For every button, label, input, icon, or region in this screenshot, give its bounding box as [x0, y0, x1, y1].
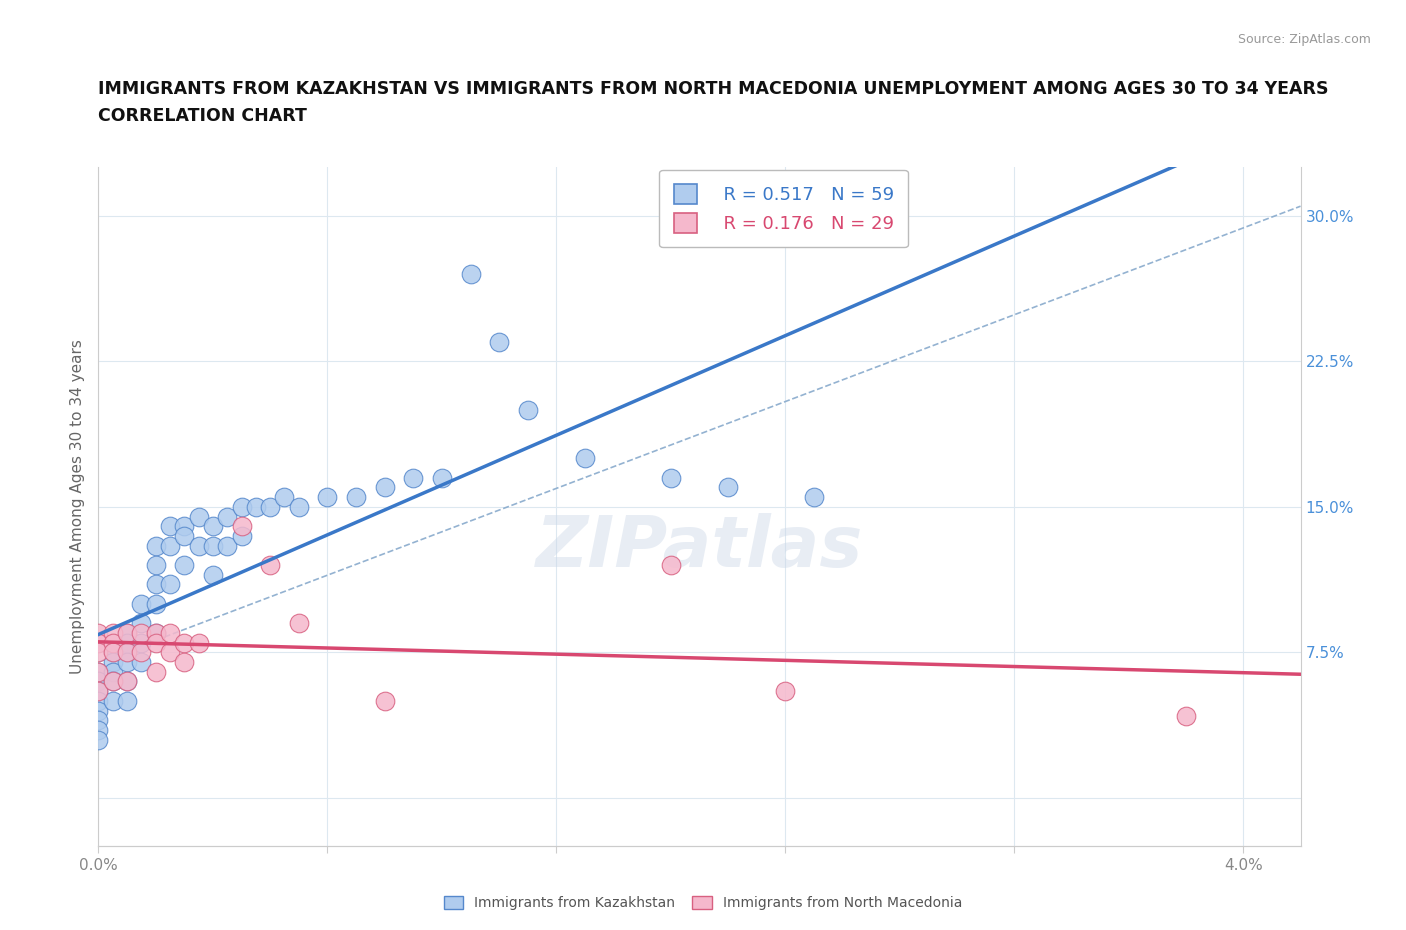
Point [187, 509, 209, 524]
Point [430, 471, 453, 485]
Point [402, 471, 425, 485]
Point [803, 490, 825, 505]
Legend:   R = 0.517   N = 59,   R = 0.176   N = 29: R = 0.517 N = 59, R = 0.176 N = 29 [659, 169, 908, 247]
Point [187, 635, 209, 650]
Point [101, 635, 124, 650]
Point [173, 655, 195, 670]
Point [1175, 709, 1198, 724]
Point [145, 577, 167, 591]
Point [87, 664, 110, 679]
Point [574, 451, 596, 466]
Point [231, 528, 253, 543]
Point [145, 626, 167, 641]
Point [217, 509, 239, 524]
Point [287, 616, 309, 631]
Point [87, 684, 110, 698]
Point [659, 558, 682, 573]
Point [101, 626, 124, 641]
Point [159, 644, 181, 659]
Point [374, 480, 396, 495]
Point [201, 567, 224, 582]
Point [131, 616, 153, 631]
Point [201, 538, 224, 553]
Point [145, 664, 167, 679]
Point [101, 664, 124, 679]
Point [159, 577, 181, 591]
Point [159, 626, 181, 641]
Point [87, 684, 110, 698]
Point [145, 596, 167, 611]
Point [145, 558, 167, 573]
Point [101, 644, 124, 659]
Point [115, 626, 138, 641]
Point [374, 694, 396, 709]
Point [717, 480, 740, 495]
Point [87, 644, 110, 659]
Point [87, 664, 110, 679]
Point [287, 499, 309, 514]
Point [115, 674, 138, 689]
Point [115, 644, 138, 659]
Text: ZIPatlas: ZIPatlas [536, 513, 863, 582]
Point [87, 674, 110, 689]
Point [145, 626, 167, 641]
Point [131, 655, 153, 670]
Point [201, 519, 224, 534]
Point [145, 635, 167, 650]
Point [344, 490, 367, 505]
Point [173, 528, 195, 543]
Point [87, 712, 110, 727]
Point [488, 335, 510, 350]
Point [87, 703, 110, 718]
Legend: Immigrants from Kazakhstan, Immigrants from North Macedonia: Immigrants from Kazakhstan, Immigrants f… [439, 890, 967, 916]
Point [516, 403, 538, 418]
Point [245, 499, 267, 514]
Point [115, 674, 138, 689]
Text: IMMIGRANTS FROM KAZAKHSTAN VS IMMIGRANTS FROM NORTH MACEDONIA UNEMPLOYMENT AMONG: IMMIGRANTS FROM KAZAKHSTAN VS IMMIGRANTS… [98, 80, 1329, 98]
Point [101, 674, 124, 689]
Point [115, 694, 138, 709]
Point [87, 626, 110, 641]
Point [173, 519, 195, 534]
Point [131, 644, 153, 659]
Point [101, 694, 124, 709]
Point [173, 635, 195, 650]
Point [259, 558, 281, 573]
Point [231, 519, 253, 534]
Y-axis label: Unemployment Among Ages 30 to 34 years: Unemployment Among Ages 30 to 34 years [70, 339, 86, 674]
Text: CORRELATION CHART: CORRELATION CHART [98, 107, 308, 125]
Point [159, 538, 181, 553]
Point [775, 684, 797, 698]
Point [115, 644, 138, 659]
Point [159, 519, 181, 534]
Point [460, 267, 482, 282]
Point [259, 499, 281, 514]
Point [131, 596, 153, 611]
Point [231, 499, 253, 514]
Point [101, 655, 124, 670]
Point [115, 655, 138, 670]
Point [87, 732, 110, 747]
Point [87, 635, 110, 650]
Point [87, 694, 110, 709]
Point [131, 626, 153, 641]
Point [87, 723, 110, 737]
Point [101, 674, 124, 689]
Point [273, 490, 295, 505]
Point [316, 490, 339, 505]
Point [101, 644, 124, 659]
Point [131, 635, 153, 650]
Point [187, 538, 209, 553]
Point [115, 635, 138, 650]
Point [173, 558, 195, 573]
Point [217, 538, 239, 553]
Point [659, 471, 682, 485]
Text: Source: ZipAtlas.com: Source: ZipAtlas.com [1237, 33, 1371, 46]
Point [115, 626, 138, 641]
Point [145, 538, 167, 553]
